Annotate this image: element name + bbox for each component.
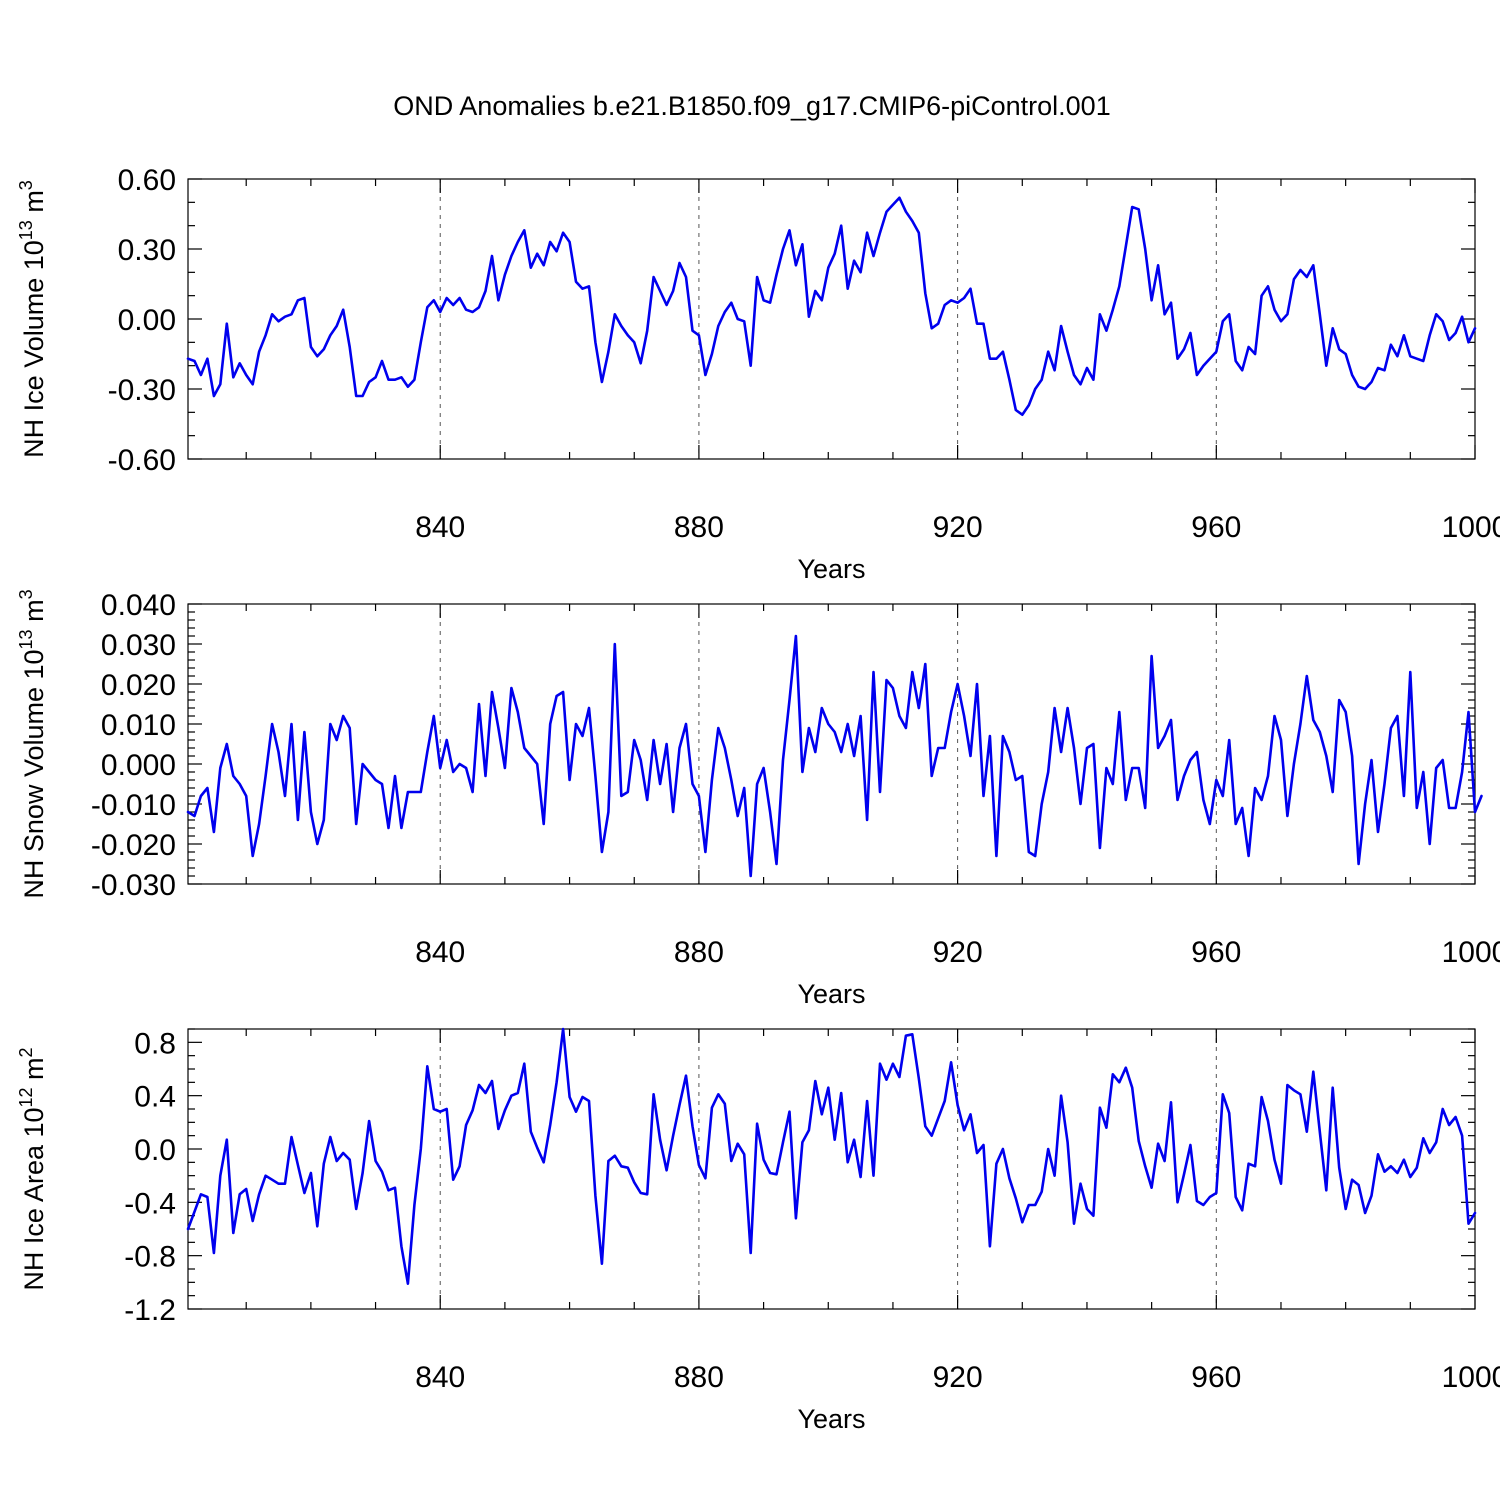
plot-frame	[187, 1028, 1476, 1310]
x-tick-label: 880	[674, 1361, 724, 1394]
y-axis-title: NH Snow Volume 1013 m3	[16, 589, 49, 898]
y-axis-title-text: NH Ice Volume 10	[19, 240, 49, 458]
x-tick-label: 880	[674, 511, 724, 544]
y-axis-title-unit-exponent: 3	[16, 589, 36, 599]
x-tick-label: 920	[933, 936, 983, 969]
y-tick-label: 0.30	[118, 234, 176, 267]
series-line	[186, 634, 1483, 878]
x-axis-title: Years	[797, 554, 865, 584]
x-axis-title: Years	[797, 1404, 865, 1434]
y-tick-label: -0.010	[91, 789, 176, 822]
y-tick-label: -1.2	[124, 1294, 176, 1327]
y-axis-title-unit: m	[19, 190, 49, 220]
y-tick-label: 0.00	[118, 304, 176, 337]
y-axis-title-exponent: 12	[16, 1087, 36, 1107]
y-axis-title-unit: m	[19, 1057, 49, 1087]
y-axis-title-text: NH Snow Volume 10	[19, 649, 49, 898]
y-tick-label: 0.0	[134, 1134, 176, 1167]
x-tick-label: 1000	[1442, 511, 1500, 544]
x-tick-label: 960	[1191, 511, 1241, 544]
y-tick-label: -0.030	[91, 869, 176, 902]
y-tick-label: 0.020	[101, 669, 176, 702]
panel-3: 0.8 0.4 0.0 -0.4 -0.8 -1.2 840 880 920 960 1000 Yea…	[16, 1027, 1500, 1434]
y-tick-label: -0.4	[124, 1187, 176, 1220]
y-tick-label: 0.8	[134, 1027, 176, 1060]
y-axis-title: NH Ice Volume 1013 m3	[16, 180, 49, 458]
x-axis-title: Years	[797, 979, 865, 1009]
y-axis-title-unit-exponent: 2	[16, 1047, 36, 1057]
x-tick-label: 960	[1191, 1361, 1241, 1394]
y-tick-label: 0.4	[134, 1081, 176, 1114]
y-tick-label: 0.040	[101, 589, 176, 622]
x-tick-label: 840	[415, 1361, 465, 1394]
chart-title: OND Anomalies b.e21.B1850.f09_g17.CMIP6-…	[393, 91, 1110, 121]
x-tick-label: 920	[933, 1361, 983, 1394]
panel-2: 0.040 0.030 0.020 0.010 0.000 -0.010 -0.020 -0.…	[16, 589, 1500, 1009]
y-tick-label: -0.60	[108, 444, 176, 477]
y-axis-title-exponent: 13	[16, 629, 36, 649]
y-axis-title-unit: m	[19, 599, 49, 629]
y-tick-label: 0.000	[101, 749, 176, 782]
x-tick-label: 840	[415, 936, 465, 969]
x-tick-label: 1000	[1442, 936, 1500, 969]
series-line	[186, 1027, 1477, 1285]
x-tick-label: 880	[674, 936, 724, 969]
panel-1: 0.60 0.30 0.00 -0.30 -0.60 840 880 920 960 1000 Ye…	[16, 164, 1500, 584]
y-tick-label: -0.30	[108, 374, 176, 407]
y-tick-label: -0.8	[124, 1241, 176, 1274]
x-tick-label: 960	[1191, 936, 1241, 969]
y-tick-label: 0.010	[101, 709, 176, 742]
y-tick-label: 0.60	[118, 164, 176, 197]
series-line	[186, 196, 1477, 417]
y-tick-label: -0.020	[91, 829, 176, 862]
x-tick-label: 840	[415, 511, 465, 544]
x-tick-label: 920	[933, 511, 983, 544]
plot-frame	[187, 603, 1476, 885]
y-tick-label: 0.030	[101, 629, 176, 662]
x-tick-label: 1000	[1442, 1361, 1500, 1394]
y-axis-title-exponent: 13	[16, 220, 36, 240]
y-axis-title-unit-exponent: 3	[16, 180, 36, 190]
y-axis-title: NH Ice Area 1012 m2	[16, 1047, 49, 1290]
y-axis-title-text: NH Ice Area 10	[19, 1107, 49, 1290]
